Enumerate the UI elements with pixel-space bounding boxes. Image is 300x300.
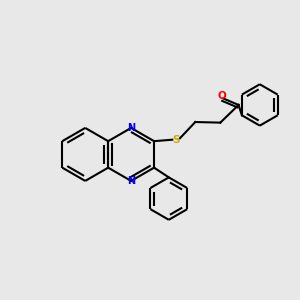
Text: N: N (127, 123, 135, 133)
Text: N: N (127, 176, 135, 186)
Text: S: S (172, 135, 180, 145)
Text: O: O (218, 91, 226, 101)
